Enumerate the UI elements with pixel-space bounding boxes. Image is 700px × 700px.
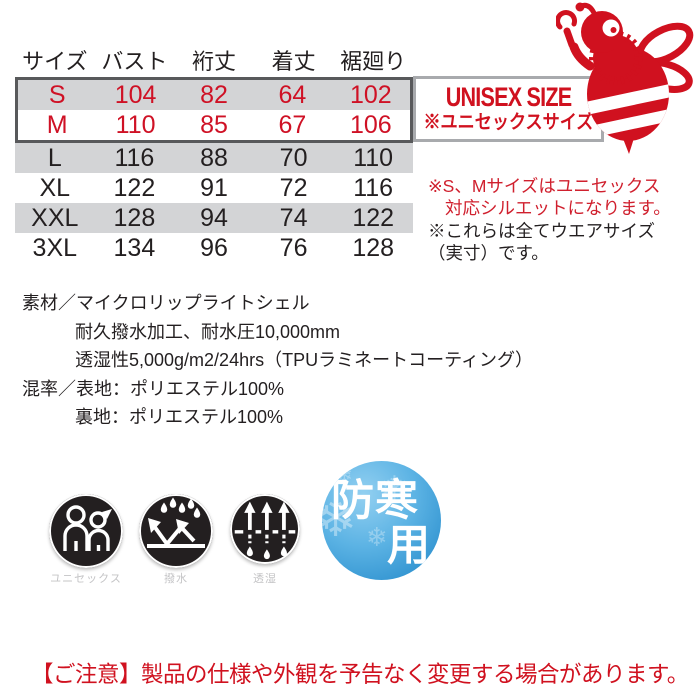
col-header-size: サイズ bbox=[22, 49, 88, 74]
size-row-xl: XL 122 91 72 116 bbox=[15, 173, 413, 203]
size-row-xxl: XXL 128 94 74 122 bbox=[15, 203, 413, 233]
cell-bust: 128 bbox=[113, 204, 156, 232]
water-repellent-icon bbox=[139, 494, 213, 568]
cell-size: S bbox=[48, 81, 66, 109]
size-row-3xl: 3XL 134 96 76 128 bbox=[15, 233, 413, 263]
size-table: サイズ バスト 裄丈 着丈 裾廻り S 104 82 64 102 M 110 … bbox=[15, 48, 413, 263]
cell-hem: 102 bbox=[349, 81, 392, 109]
size-row-s: S 104 82 64 102 bbox=[18, 80, 410, 110]
note-wearsize-line2: （実寸）です。 bbox=[428, 242, 549, 263]
cold-protection-badge: ❄ ❄ ❄ ❄ 防寒 用 bbox=[322, 461, 441, 580]
unisex-rows-highlight-box: S 104 82 64 102 M 110 85 67 106 bbox=[15, 77, 413, 143]
cell-length: 76 bbox=[279, 234, 308, 262]
cold-badge-text-line2: 用 bbox=[387, 522, 430, 570]
cell-bust: 110 bbox=[115, 111, 156, 139]
unisex-size-subtitle: ※ユニセックスサイズ bbox=[423, 112, 594, 133]
unisex-icon-label: ユニセックス bbox=[50, 573, 122, 585]
cell-bust: 122 bbox=[113, 174, 156, 202]
col-header-sleeve: 裄丈 bbox=[191, 49, 236, 74]
cell-hem: 106 bbox=[349, 111, 392, 139]
cell-sleeve: 96 bbox=[200, 234, 228, 262]
cell-length: 70 bbox=[279, 144, 308, 172]
col-header-length: 着丈 bbox=[271, 49, 316, 74]
cell-sleeve: 94 bbox=[200, 204, 228, 232]
snowflake-icon: ❄ bbox=[366, 523, 388, 553]
cell-hem: 116 bbox=[353, 174, 394, 202]
size-notes: ※S、Mサイズはユニセックス 対応シルエットになります。 ※これらは全てウエアサ… bbox=[428, 176, 696, 264]
cell-length: 67 bbox=[278, 111, 307, 139]
size-row-m: M 110 85 67 106 bbox=[18, 110, 410, 140]
unisex-size-title: UNISEX SIZE bbox=[445, 82, 572, 112]
col-header-hem: 裾廻り bbox=[340, 49, 407, 74]
cell-size: XXL bbox=[31, 204, 79, 232]
blend-line: 裏地：ポリエステル100% bbox=[75, 407, 284, 427]
materials-spec: 素材／マイクロリップライトシェル 耐久撥水加工、耐水圧10,000mm 透湿性5… bbox=[22, 289, 533, 432]
cell-bust: 116 bbox=[114, 144, 155, 172]
material-line: 耐久撥水加工、耐水圧10,000mm bbox=[75, 321, 341, 342]
cell-sleeve: 91 bbox=[200, 174, 228, 202]
cell-bust: 134 bbox=[113, 234, 156, 262]
blend-line: 混率／表地：ポリエステル100% bbox=[22, 378, 285, 399]
cell-length: 74 bbox=[279, 204, 308, 232]
note-unisex-line1: ※S、Mサイズはユニセックス bbox=[428, 176, 661, 196]
water-repellent-icon-label: 撥水 bbox=[164, 573, 188, 585]
snowflake-icon: ❄ bbox=[336, 463, 353, 487]
size-table-header: サイズ バスト 裄丈 着丈 裾廻り bbox=[15, 48, 413, 77]
cell-hem: 110 bbox=[353, 144, 394, 172]
snowflake-icon: ❄ bbox=[322, 489, 358, 549]
footer-disclaimer: 【ご注意】製品の仕様や外観を予告なく変更する場合があります。 bbox=[31, 662, 689, 687]
cell-size: L bbox=[47, 144, 62, 172]
note-unisex-line2: 対応シルエットになります。 bbox=[445, 197, 671, 218]
cell-sleeve: 82 bbox=[200, 81, 228, 109]
material-line: 素材／マイクロリップライトシェル bbox=[22, 293, 310, 313]
note-wearsize-line1: ※これらは全てウエアサイズ bbox=[428, 221, 655, 241]
cold-badge-text-line1: 防寒 bbox=[331, 477, 419, 525]
col-header-bust: バスト bbox=[101, 49, 168, 74]
material-line: 透湿性5,000g/m2/24hrs（TPUラミネートコーティング） bbox=[75, 350, 534, 370]
size-row-l: L 116 88 70 110 bbox=[15, 143, 413, 173]
cell-size: 3XL bbox=[32, 234, 78, 262]
cell-bust: 104 bbox=[114, 81, 157, 109]
cell-hem: 128 bbox=[352, 234, 395, 262]
cell-sleeve: 88 bbox=[200, 144, 228, 172]
cell-hem: 122 bbox=[352, 204, 395, 232]
unisex-icon bbox=[49, 494, 123, 568]
breathability-icon-label: 透湿 bbox=[253, 573, 277, 585]
cell-length: 64 bbox=[278, 81, 307, 109]
cell-size: M bbox=[46, 111, 68, 139]
cell-size: XL bbox=[39, 174, 71, 202]
cell-sleeve: 85 bbox=[200, 111, 228, 139]
unisex-size-badge: UNISEX SIZE ※ユニセックスサイズ bbox=[413, 76, 604, 142]
bee-mascot-illustration bbox=[556, 2, 694, 154]
breathability-icon bbox=[230, 494, 300, 564]
snowflake-icon: ❄ bbox=[380, 469, 409, 509]
cell-length: 72 bbox=[279, 174, 308, 202]
